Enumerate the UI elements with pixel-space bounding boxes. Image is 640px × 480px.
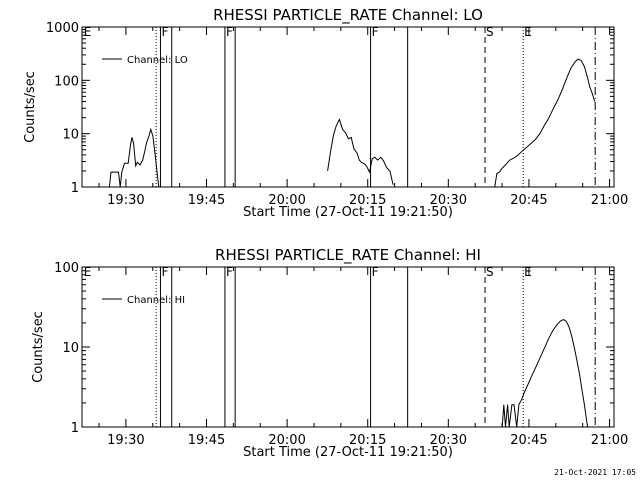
x-tick-label: 20:00: [268, 193, 305, 208]
event-marker-label: F: [372, 265, 379, 279]
x-tick-label: 21:00: [591, 433, 628, 448]
footer-timestamp: 21-Oct-2021 17:05: [554, 468, 636, 477]
event-marker-label: F: [226, 25, 233, 39]
x-tick-label: 19:30: [107, 433, 144, 448]
series-line: [494, 58, 596, 188]
series-line: [501, 319, 589, 428]
series-line: [108, 127, 160, 188]
y-tick-label: 1: [71, 421, 79, 436]
x-tick-label: 19:30: [107, 193, 144, 208]
legend-label: Channel: LO: [127, 55, 188, 66]
plot-frame: [81, 266, 615, 428]
plot-frame: [81, 26, 615, 188]
event-marker-label: F: [372, 25, 379, 39]
x-tick-label: 20:30: [430, 433, 467, 448]
y-tick-label: 10: [62, 128, 79, 143]
series-line: [327, 118, 394, 185]
y-tick-label: 100: [54, 74, 79, 89]
x-tick-label: 19:45: [188, 193, 225, 208]
x-tick-label: 20:45: [510, 433, 547, 448]
y-tick-label: 1000: [46, 21, 79, 36]
event-marker-label: F: [226, 265, 233, 279]
x-axis-label: Start Time (27-Oct-11 19:21:50): [243, 205, 453, 220]
x-tick-label: 20:00: [268, 433, 305, 448]
chart-title: RHESSI PARTICLE_RATE Channel: HI: [215, 246, 481, 265]
y-tick-label: 100: [54, 261, 79, 276]
event-marker-label: E: [84, 25, 92, 39]
panel-lo: RHESSI PARTICLE_RATE Channel: LO Start Ti…: [23, 6, 628, 220]
x-tick-label: 20:45: [510, 193, 547, 208]
x-tick-label: 20:30: [430, 193, 467, 208]
event-marker-label: E: [524, 25, 532, 39]
event-marker-label: S: [486, 25, 494, 39]
y-axis-label: Counts/sec: [31, 311, 46, 383]
event-marker-label: E: [84, 265, 92, 279]
y-axis-label: Counts/sec: [23, 71, 38, 143]
event-marker-label: F: [161, 265, 168, 279]
event-marker-label: F: [161, 25, 168, 39]
x-tick-label: 20:15: [349, 193, 386, 208]
x-tick-label: 20:15: [349, 433, 386, 448]
x-tick-label: 19:45: [188, 433, 225, 448]
event-marker-label: E: [524, 265, 532, 279]
legend-label: Channel: HI: [127, 295, 185, 306]
chart-title: RHESSI PARTICLE_RATE Channel: LO: [213, 6, 483, 25]
event-marker-label: S: [486, 265, 494, 279]
panel-hi: RHESSI PARTICLE_RATE Channel: HI Start Ti…: [31, 246, 628, 460]
x-axis-label: Start Time (27-Oct-11 19:21:50): [243, 445, 453, 460]
y-tick-label: 10: [62, 341, 79, 356]
x-tick-label: 21:00: [591, 193, 628, 208]
y-tick-label: 1: [71, 181, 79, 196]
